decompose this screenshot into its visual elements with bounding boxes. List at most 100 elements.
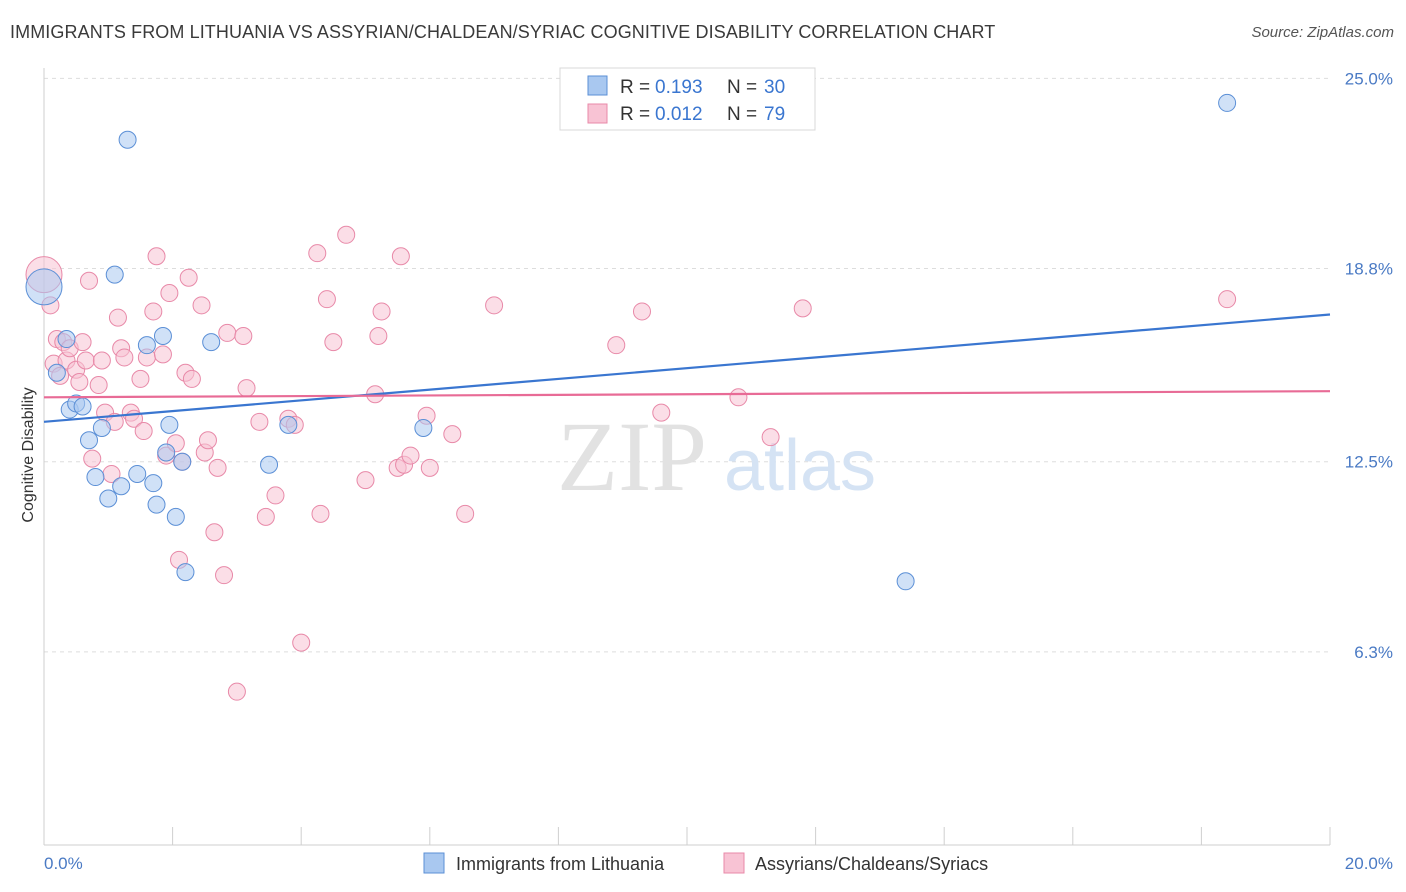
point-blue-2 xyxy=(57,330,76,349)
point-pink-31 xyxy=(160,284,179,303)
point-blue-23 xyxy=(202,333,221,352)
axes xyxy=(43,68,1331,846)
y-tick-label-2: 18.8% xyxy=(1345,260,1393,279)
point-pink-44 xyxy=(218,323,237,342)
point-pink-61 xyxy=(369,326,388,345)
point-pink-21 xyxy=(115,348,134,367)
point-pink-50 xyxy=(266,486,285,505)
stats-legend: R = 0.193 N = 30 R = 0.012 N = 79 xyxy=(559,67,816,131)
point-pink-64 xyxy=(391,247,410,266)
point-pink-57 xyxy=(324,333,343,352)
point-blue-9 xyxy=(99,489,118,508)
point-pink-66 xyxy=(401,446,420,465)
point-pink-68 xyxy=(420,458,439,477)
series-legend-label-pink: Assyrians/Chaldeans/Syriacs xyxy=(755,854,988,874)
point-blue-27 xyxy=(896,572,915,591)
legend-swatch-blue xyxy=(587,75,608,96)
point-blue-17 xyxy=(153,326,172,345)
point-pink-24 xyxy=(131,369,150,388)
legend-r-value-blue: 0.193 xyxy=(655,77,703,98)
point-pink-55 xyxy=(311,504,330,523)
point-pink-69 xyxy=(443,425,462,444)
point-pink-53 xyxy=(292,633,311,652)
point-blue-18 xyxy=(157,443,176,462)
point-pink-73 xyxy=(632,302,651,321)
point-blue-14 xyxy=(137,336,156,355)
point-blue-25 xyxy=(279,415,298,434)
point-blue-10 xyxy=(105,265,124,284)
point-pink-49 xyxy=(256,507,275,526)
point-blue-26 xyxy=(414,418,433,437)
point-pink-13 xyxy=(83,449,102,468)
point-blue-15 xyxy=(144,474,163,493)
legend-r-label-blue: R = xyxy=(620,77,650,98)
point-pink-15 xyxy=(92,351,111,370)
point-pink-58 xyxy=(337,225,356,244)
legend-n-label-blue: N = xyxy=(727,77,757,98)
legend-n-label-pink: N = xyxy=(727,104,757,125)
watermark-atlas: atlas xyxy=(724,426,876,506)
point-pink-56 xyxy=(317,290,336,309)
point-blue-24 xyxy=(260,455,279,474)
point-pink-25 xyxy=(134,422,153,441)
y-tick-label-3: 25.0% xyxy=(1345,69,1393,88)
point-pink-45 xyxy=(227,682,246,701)
point-pink-29 xyxy=(153,345,172,364)
y-tick-label-1: 12.5% xyxy=(1345,453,1393,472)
point-pink-59 xyxy=(356,471,375,490)
point-blue-16 xyxy=(147,495,166,514)
point-blue-19 xyxy=(160,415,179,434)
point-blue-13 xyxy=(128,464,147,483)
series-pink-points xyxy=(25,225,1237,701)
legend-n-value-pink: 79 xyxy=(764,104,785,125)
x-tick-labels: 0.0% 20.0% xyxy=(44,854,1393,873)
trend-line-pink xyxy=(43,390,1331,399)
point-pink-41 xyxy=(205,523,224,542)
point-pink-12 xyxy=(80,271,99,290)
point-pink-71 xyxy=(485,296,504,315)
point-pink-47 xyxy=(237,379,256,398)
gridlines xyxy=(44,77,1330,653)
point-blue-1 xyxy=(47,363,66,382)
point-pink-19 xyxy=(108,308,127,327)
point-blue-0 xyxy=(25,268,63,306)
legend-n-value-blue: 30 xyxy=(764,77,785,98)
point-pink-28 xyxy=(147,247,166,266)
trend-lines xyxy=(43,313,1331,423)
series-legend: Immigrants from Lithuania Assyrians/Chal… xyxy=(423,852,988,874)
point-pink-77 xyxy=(793,299,812,318)
point-pink-36 xyxy=(179,268,198,287)
point-pink-46 xyxy=(234,326,253,345)
point-pink-43 xyxy=(215,566,234,585)
point-pink-74 xyxy=(652,403,671,422)
series-legend-swatch-pink xyxy=(723,852,745,874)
chart-title: IMMIGRANTS FROM LITHUANIA VS ASSYRIAN/CH… xyxy=(10,22,996,42)
point-pink-70 xyxy=(456,504,475,523)
point-pink-78 xyxy=(1218,290,1237,309)
legend-r-label-pink: R = xyxy=(620,104,650,125)
y-tick-label-0: 6.3% xyxy=(1354,643,1393,662)
point-blue-11 xyxy=(112,477,131,496)
y-tick-labels: 6.3% 12.5% 18.8% 25.0% xyxy=(1345,69,1393,661)
legend-swatch-pink xyxy=(587,103,608,124)
point-pink-75 xyxy=(729,388,748,407)
point-pink-9 xyxy=(70,372,89,391)
x-tick-label-0: 0.0% xyxy=(44,854,83,873)
y-axis-title: Cognitive Disability xyxy=(20,387,37,522)
series-legend-label-blue: Immigrants from Lithuania xyxy=(456,854,665,874)
point-pink-27 xyxy=(144,302,163,321)
point-pink-42 xyxy=(208,458,227,477)
trend-line-blue xyxy=(43,313,1331,423)
point-pink-14 xyxy=(89,376,108,395)
series-blue-points xyxy=(25,93,1237,591)
point-blue-5 xyxy=(73,397,92,416)
watermark-zip: ZIP xyxy=(557,401,707,512)
point-pink-76 xyxy=(761,428,780,447)
x-tick-label-1: 20.0% xyxy=(1345,854,1393,873)
point-blue-8 xyxy=(92,418,111,437)
point-blue-28 xyxy=(1218,93,1237,112)
point-pink-62 xyxy=(372,302,391,321)
point-pink-38 xyxy=(192,296,211,315)
legend-r-value-pink: 0.012 xyxy=(655,104,703,125)
